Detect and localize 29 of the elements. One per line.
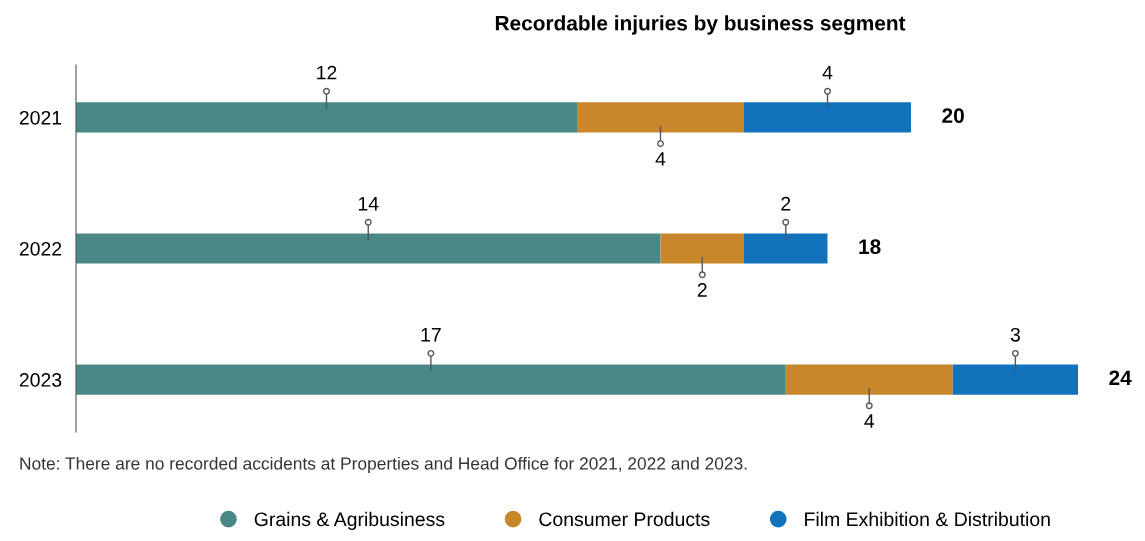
data-label: 2 (697, 283, 707, 297)
chart-title: Recordable injuries by business segment (495, 15, 906, 35)
legend-label: Grains & Agribusiness (254, 511, 445, 530)
bar (660, 233, 744, 264)
bar (744, 233, 828, 264)
bar (577, 102, 744, 133)
data-label: 4 (655, 152, 666, 166)
bar (76, 364, 786, 395)
bar (744, 102, 911, 133)
data-label: 4 (864, 414, 875, 428)
y-tick-label: 2023 (19, 373, 62, 387)
text: Note: There are no recorded accidents at Properties and Head Office for 2021, 2022 and 2023. (20, 456, 747, 474)
y-tick-label: 2022 (19, 241, 62, 256)
bar (76, 233, 661, 264)
data-label: 17 (421, 328, 441, 342)
total-label: 18 (859, 239, 881, 255)
data-label: 14 (358, 197, 379, 211)
legend-label: Consumer Products (539, 511, 710, 527)
data-label: 2 (781, 196, 791, 211)
total-label: 20 (942, 108, 964, 124)
bar (952, 364, 1078, 395)
bar (76, 102, 577, 133)
data-label: 4 (822, 65, 833, 80)
data-label: 12 (317, 65, 337, 80)
y-tick-label: 2021 (19, 110, 62, 125)
total-label: 24 (1109, 370, 1132, 385)
bar (785, 364, 953, 395)
legend-label: Film Exhibition & Distribution (805, 511, 1050, 527)
data-label: 3 (1010, 327, 1020, 342)
